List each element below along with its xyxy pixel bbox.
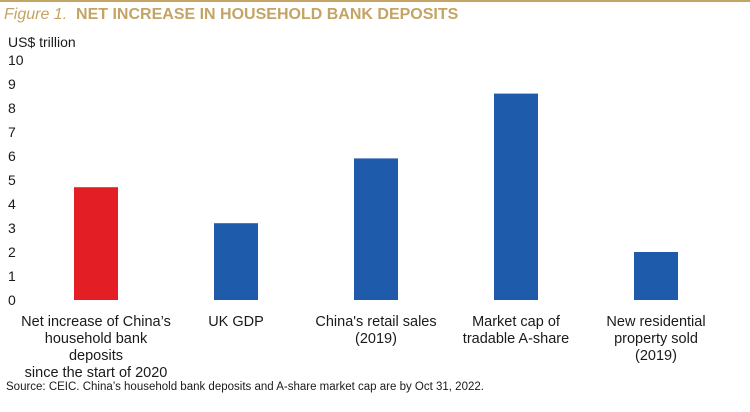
category-label-line: China's retail sales — [315, 314, 437, 330]
category-label-line: Market cap of — [472, 314, 560, 330]
figure-prefix: Figure 1. — [4, 6, 68, 23]
y-tick-label: 2 — [8, 244, 16, 260]
category-label: New residential property sold (2019) — [576, 314, 736, 365]
y-axis-unit: US$ trillion — [8, 34, 76, 50]
bar — [494, 93, 538, 300]
bar — [634, 252, 678, 300]
bar — [354, 158, 398, 300]
figure-title-text: NET INCREASE IN HOUSEHOLD BANK DEPOSITS — [76, 6, 459, 23]
figure-title: Figure 1. NET INCREASE IN HOUSEHOLD BANK… — [4, 6, 458, 24]
category-label-line: household bank deposits — [44, 331, 148, 364]
y-tick-label: 5 — [8, 172, 16, 188]
category-label: China's retail sales (2019) — [296, 314, 456, 348]
top-rule — [0, 0, 750, 2]
bar — [214, 223, 258, 300]
category-label-line: UK GDP — [208, 314, 264, 330]
y-tick-label: 6 — [8, 148, 16, 164]
category-label-line: (2019) — [355, 331, 397, 347]
category-label: Net increase of China’s household bank de… — [16, 314, 176, 382]
y-tick-label: 4 — [8, 196, 16, 212]
y-tick-label: 8 — [8, 100, 16, 116]
y-tick-label: 1 — [8, 268, 16, 284]
category-label-line: (2019) — [635, 348, 677, 364]
y-tick-label: 9 — [8, 76, 16, 92]
y-tick-label: 7 — [8, 124, 16, 140]
category-label-line: property sold — [614, 331, 698, 347]
category-label-line: New residential — [606, 314, 706, 330]
category-label-line: since the start of 2020 — [24, 365, 168, 381]
category-label: UK GDP — [156, 314, 316, 331]
category-label-line: Net increase of China’s — [21, 314, 171, 330]
category-label-line: tradable A-share — [462, 331, 570, 347]
bar — [74, 187, 118, 300]
y-tick-label: 10 — [8, 52, 24, 68]
category-label: Market cap of tradable A-share — [436, 314, 596, 348]
y-tick-label: 3 — [8, 220, 16, 236]
bar-chart — [74, 93, 678, 300]
source-note: Source: CEIC. China’s household bank dep… — [6, 381, 484, 393]
y-tick-label: 0 — [8, 292, 16, 308]
